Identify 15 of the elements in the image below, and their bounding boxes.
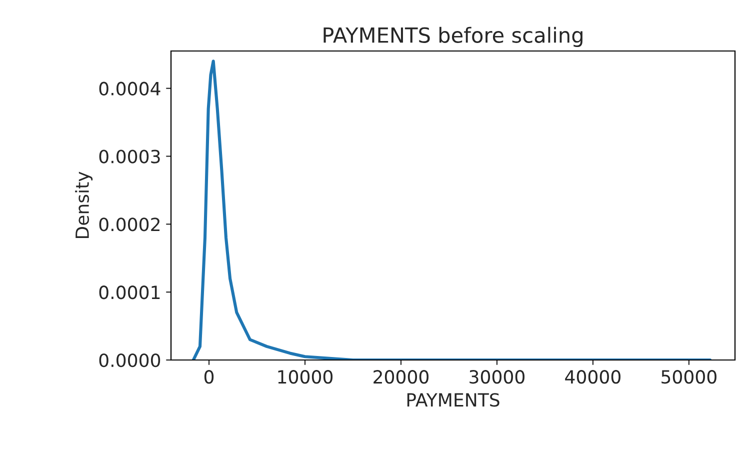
chart-title: PAYMENTS before scaling (324, 26, 582, 47)
x-tick-label: 20000 (374, 370, 428, 384)
y-tick-label: 0.0004 (99, 82, 160, 96)
y-tick-label: 0.0003 (99, 150, 160, 164)
y-tick-label: 0.0002 (99, 218, 160, 232)
x-tick-label: 30000 (470, 370, 524, 384)
x-tick-label: 0 (204, 370, 214, 384)
y-tick-label: 0.0000 (99, 353, 160, 368)
x-axis-title: PAYMENTS (407, 393, 500, 407)
x-tick-label: 40000 (565, 370, 620, 384)
x-tick-label: 10000 (278, 370, 333, 384)
line-series (192, 60, 712, 360)
x-tick-label: 50000 (662, 370, 716, 384)
y-tick-label: 0.0001 (99, 286, 160, 300)
y-axis-title: Density (75, 172, 93, 238)
